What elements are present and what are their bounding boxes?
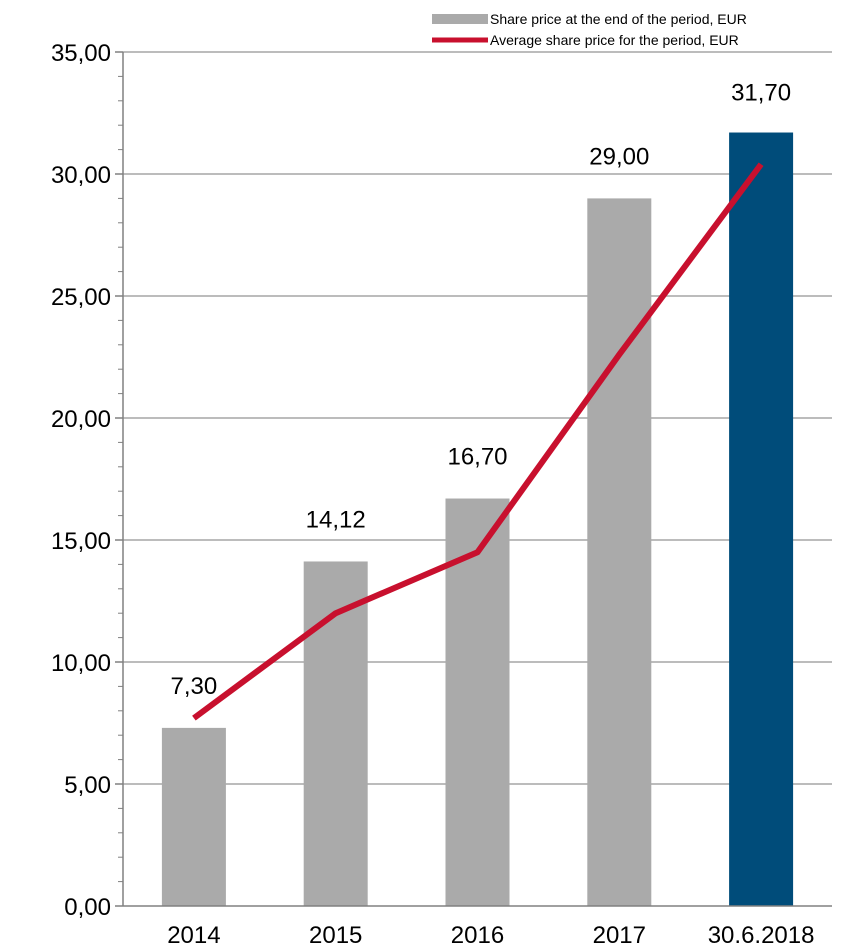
x-tick-label: 2014 [167, 922, 220, 946]
bars-layer [161, 132, 794, 906]
y-tick-label: 10,00 [51, 650, 111, 677]
y-tick-label: 20,00 [51, 406, 111, 433]
legend-label-line: Average share price for the period, EUR [490, 32, 739, 48]
y-tick-label: 25,00 [51, 284, 111, 311]
data-label: 14,12 [306, 506, 366, 533]
y-tick-label: 5,00 [64, 772, 111, 799]
axis-layer: 0,00 5,00 10,00 15,00 20,00 25,00 30,00 35,00 [51, 40, 832, 921]
x-tick-label: 30.6.2018 [708, 922, 815, 946]
y-tick-label: 0,00 [64, 894, 111, 921]
x-tick-label: 2015 [309, 922, 362, 946]
bar [303, 561, 368, 906]
y-tick-label: 35,00 [51, 40, 111, 67]
labels-layer: 7,30 14,12 16,70 29,00 31,70 2014 2015 2016 2017… [167, 80, 814, 946]
legend-label-bar: Share price at the end of the period, EU… [490, 11, 747, 27]
data-label: 7,30 [171, 673, 218, 700]
x-tick-label: 2017 [593, 922, 646, 946]
y-tick-label: 15,00 [51, 528, 111, 555]
bar [729, 132, 794, 906]
bar [161, 727, 226, 906]
legend: Share price at the end of the period, EU… [432, 11, 747, 48]
legend-swatch-bar [432, 14, 488, 24]
data-label: 16,70 [447, 444, 507, 471]
x-tick-label: 2016 [451, 922, 504, 946]
line-layer [192, 162, 764, 721]
data-label: 31,70 [731, 80, 791, 107]
y-tick-label: 30,00 [51, 162, 111, 189]
bar [445, 498, 510, 906]
data-label: 29,00 [589, 143, 649, 170]
bar [587, 198, 652, 906]
